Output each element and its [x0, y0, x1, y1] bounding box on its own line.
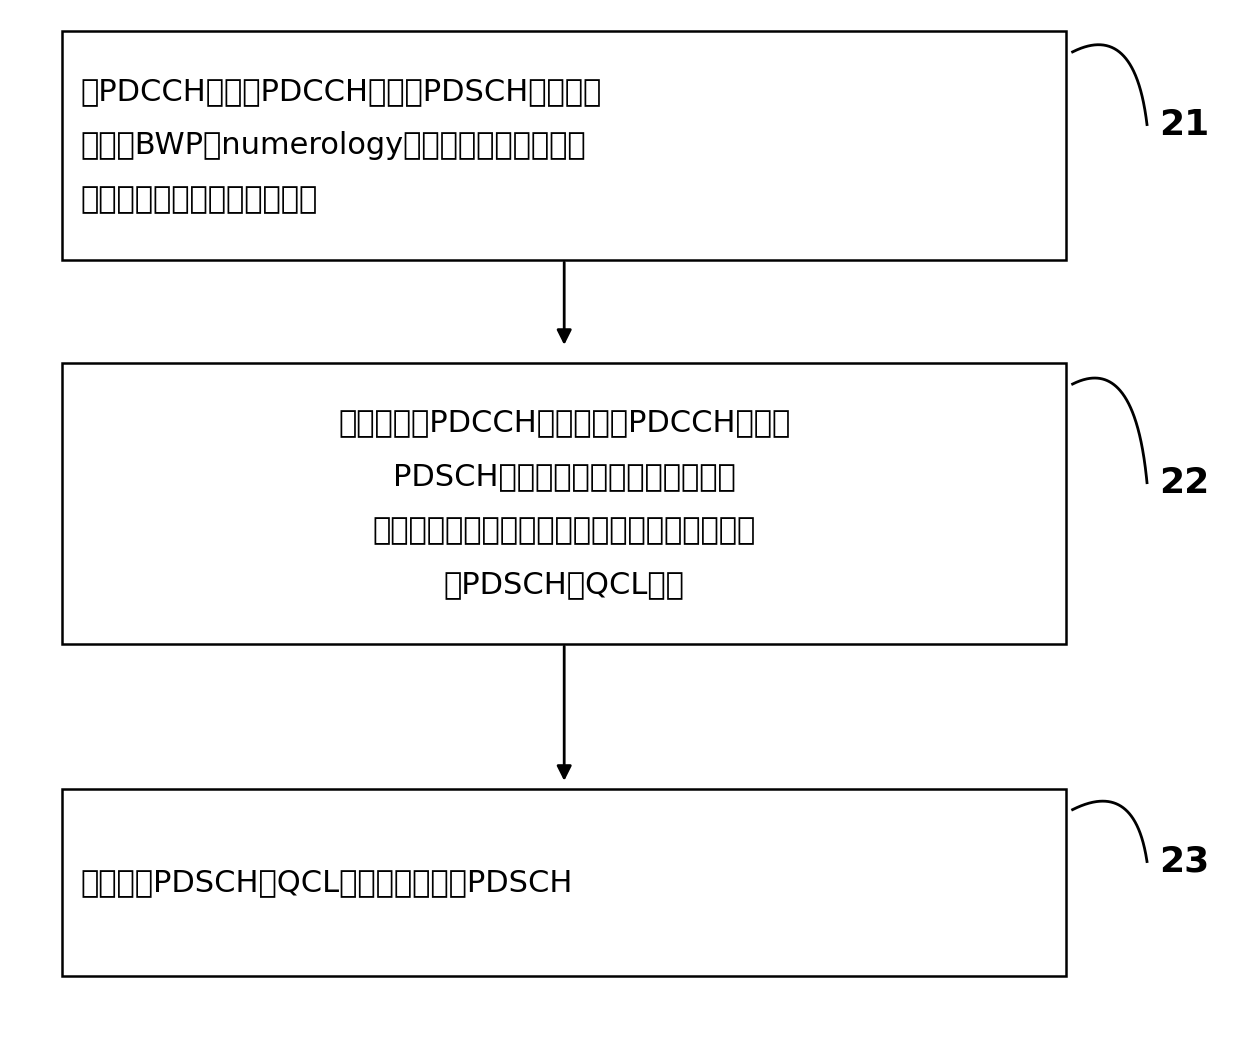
- Text: 23: 23: [1159, 845, 1209, 878]
- Text: 调度偏移门限进行比较，根据比较结果，确定所: 调度偏移门限进行比较，根据比较结果，确定所: [372, 516, 756, 545]
- Text: 将接收所述PDCCH和接收所述PDCCH调度的: 将接收所述PDCCH和接收所述PDCCH调度的: [339, 408, 790, 437]
- Text: 根据所述PDSCH的QCL信息，接收所述PDSCH: 根据所述PDSCH的QCL信息，接收所述PDSCH: [81, 868, 573, 897]
- Text: 述PDSCH的QCL信息: 述PDSCH的QCL信息: [444, 570, 684, 599]
- FancyBboxPatch shape: [62, 363, 1066, 644]
- Text: 22: 22: [1159, 466, 1209, 499]
- Text: PDSCH的时间偏移与所述当前使用的: PDSCH的时间偏移与所述当前使用的: [393, 462, 735, 491]
- FancyBboxPatch shape: [62, 789, 1066, 976]
- Text: 当PDCCH和所述PDCCH调度的PDSCH所在载波: 当PDCCH和所述PDCCH调度的PDSCH所在载波: [81, 77, 601, 106]
- Text: 或所在BWP的numerology不同时，根据预设规则: 或所在BWP的numerology不同时，根据预设规则: [81, 131, 587, 160]
- Text: 确定当前使用的调度偏移门限: 确定当前使用的调度偏移门限: [81, 185, 317, 214]
- FancyBboxPatch shape: [62, 31, 1066, 260]
- Text: 21: 21: [1159, 108, 1209, 141]
